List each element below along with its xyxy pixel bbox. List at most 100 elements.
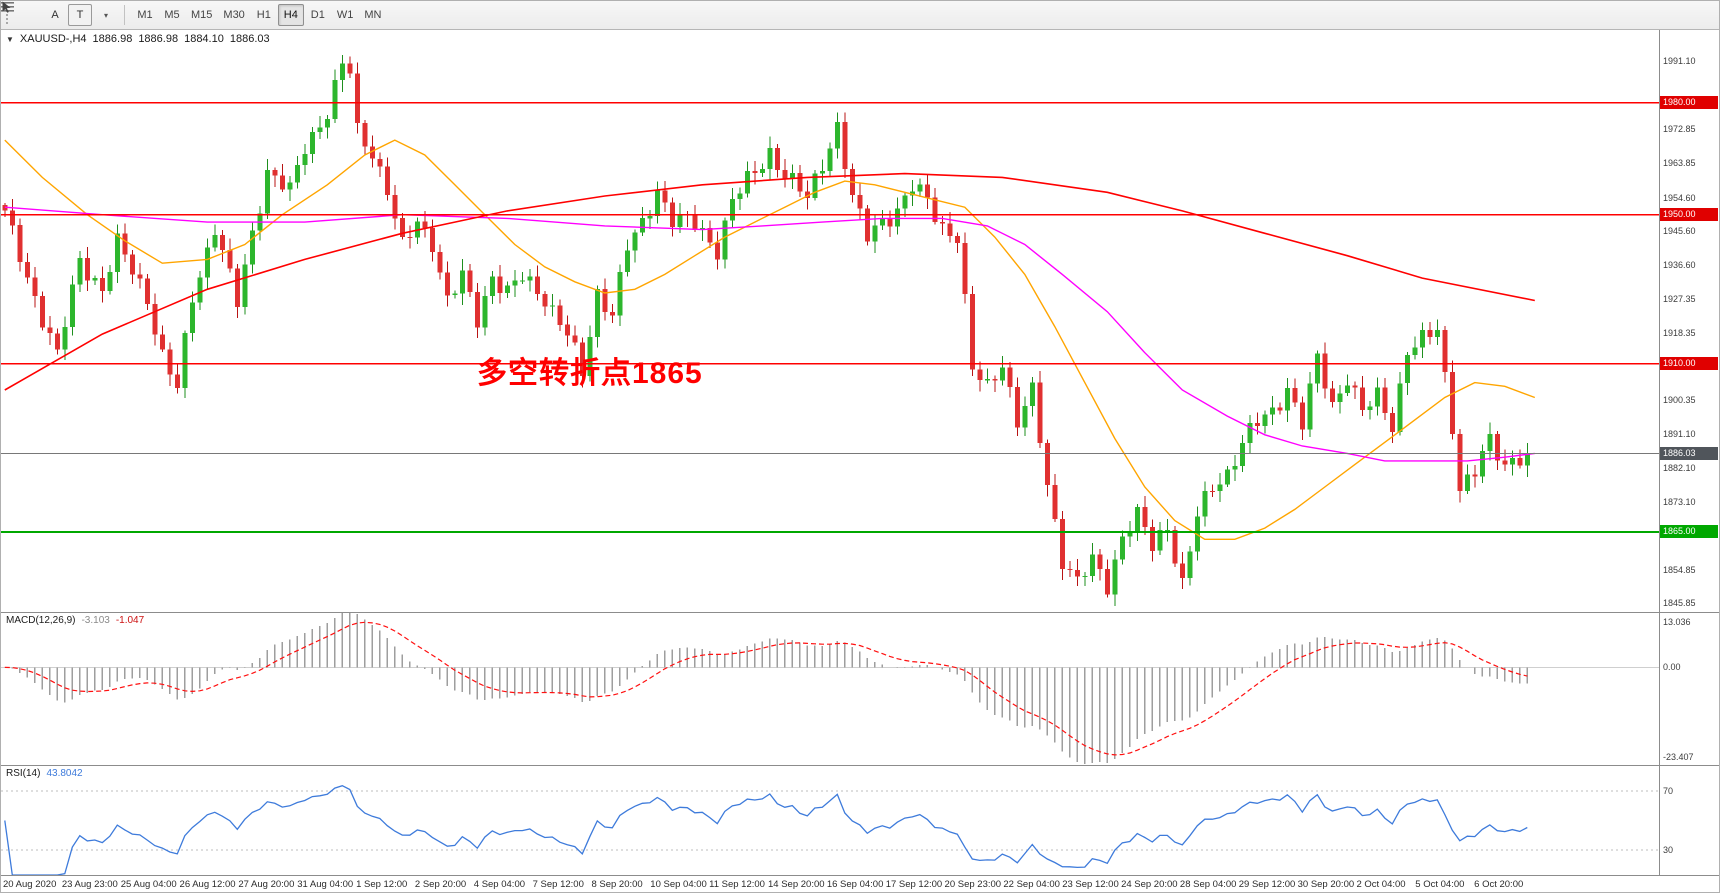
ohlc-low: 1884.10 — [184, 33, 224, 45]
time-axis-label: 26 Aug 12:00 — [179, 879, 236, 890]
rsi-row: RSI(14) 43.8042 70 30 — [1, 766, 1719, 876]
price-scale-label: 1918.35 — [1663, 327, 1696, 338]
time-axis-label: 5 Oct 04:00 — [1415, 879, 1465, 890]
price-scale-label: 1900.35 — [1663, 394, 1696, 405]
time-axis-label: 11 Sep 12:00 — [709, 879, 765, 890]
price-badge-1950-00[interactable]: 1950.00 — [1660, 208, 1718, 222]
macd-value-signal: -1.047 — [115, 615, 145, 626]
time-axis-label: 20 Sep 23:00 — [944, 879, 1002, 890]
price-scale-label: 1927.35 — [1663, 294, 1696, 305]
macd-value-main: -3.103 — [81, 615, 110, 626]
macd-scale: 13.036 0.00 -23.407 — [1659, 613, 1719, 765]
time-axis-label: 30 Sep 20:00 — [1297, 879, 1355, 890]
main-chart[interactable]: ▼ XAUUSD-,H4 1886.98 1886.98 1884.10 188… — [1, 30, 1659, 612]
ohlc-close: 1886.03 — [229, 33, 270, 45]
ma-mid-magenta — [4, 206, 1535, 462]
timeframe-button-h1[interactable]: H1 — [251, 4, 277, 26]
time-axis-label: 14 Sep 20:00 — [768, 879, 825, 890]
indicators-list-icon[interactable] — [1, 2, 42, 26]
ma-slow-red — [4, 172, 1535, 391]
time-axis-label: 24 Sep 20:00 — [1121, 879, 1178, 890]
macd-name: MACD(12,26,9) — [6, 615, 76, 626]
macd-panel[interactable]: MACD(12,26,9) -3.103 -1.047 — [1, 613, 1659, 765]
price-scale-label: 1954.60 — [1663, 192, 1696, 203]
price-badge-1886-03[interactable]: 1886.03 — [1660, 446, 1718, 460]
price-scale-label: 1882.10 — [1663, 462, 1696, 473]
price-badge-1865-00[interactable]: 1865.00 — [1660, 525, 1718, 539]
rsi-name: RSI(14) — [6, 768, 41, 779]
rsi-scale-label: 30 — [1663, 844, 1674, 855]
text-tool-button[interactable]: A — [43, 4, 67, 26]
chevron-down-icon: ▾ — [103, 10, 108, 20]
timeframe-button-m30[interactable]: M30 — [218, 4, 249, 26]
price-scale-label: 1972.85 — [1663, 124, 1696, 135]
rsi-scale-label: 70 — [1663, 786, 1674, 797]
toolbar-separator — [124, 5, 125, 25]
time-axis-label: 22 Sep 04:00 — [1003, 879, 1060, 890]
price-badge-1980-00[interactable]: 1980.00 — [1660, 96, 1718, 110]
horizontal-price-lines[interactable] — [1, 102, 1659, 533]
time-axis-label: 23 Aug 23:00 — [61, 879, 118, 890]
cursor-arrow-icon — [2, 1, 11, 13]
price-scale-label: 1945.60 — [1663, 226, 1696, 237]
price-scale-label: 1891.10 — [1663, 429, 1696, 440]
time-axis-label: 27 Aug 20:00 — [238, 879, 295, 890]
rsi-value: 43.8042 — [46, 768, 83, 779]
symbol-label: XAUUSD-,H4 — [19, 33, 87, 45]
price-badge-1910-00[interactable]: 1910.00 — [1660, 357, 1718, 371]
timeframe-button-m1[interactable]: M1 — [132, 4, 158, 26]
time-axis-label: 17 Sep 12:00 — [885, 879, 943, 890]
timeframe-toolbar: M1 M5 M15 M30 H1 H4 D1 W1 MN — [132, 4, 386, 26]
timeframe-button-w1[interactable]: W1 — [332, 4, 359, 26]
price-scale-label: 1845.85 — [1663, 598, 1696, 609]
time-axis-label: 29 Sep 12:00 — [1238, 879, 1296, 890]
macd-signal-line — [4, 621, 1528, 756]
rsi-panel[interactable]: RSI(14) 43.8042 — [1, 766, 1659, 875]
annotation-text[interactable]: 多空转折点1865 — [477, 357, 703, 390]
macd-label: MACD(12,26,9) -3.103 -1.047 — [6, 615, 144, 626]
price-scale[interactable]: 1991.10 1972.85 1963.85 1954.60 1945.60 1936.… — [1659, 30, 1719, 612]
rsi-scale: 70 30 — [1659, 766, 1719, 875]
chart-symbol-ohlc: ▼ XAUUSD-,H4 1886.98 1886.98 1884.10 188… — [6, 33, 270, 45]
macd-scale-label: 13.036 — [1663, 617, 1691, 627]
timeframe-button-m15[interactable]: M15 — [186, 4, 217, 26]
time-axis[interactable]: 20 Aug 2020 23 Aug 23:00 25 Aug 04:00 26 Au… — [1, 876, 1719, 892]
macd-scale-label: 0.00 — [1663, 662, 1681, 673]
cursor-tool-button[interactable]: ▾ — [2, 1, 117, 26]
timeframe-button-mn[interactable]: MN — [359, 4, 386, 26]
time-axis-label: 2 Oct 04:00 — [1356, 879, 1406, 890]
price-scale-label: 1873.10 — [1663, 496, 1696, 507]
symbol-dropdown-icon[interactable]: ▼ — [6, 34, 14, 44]
main-chart-row: ▼ XAUUSD-,H4 1886.98 1886.98 1884.10 188… — [1, 30, 1719, 613]
time-axis-label: 1 Sep 12:00 — [356, 879, 408, 890]
chart-area: ▼ XAUUSD-,H4 1886.98 1886.98 1884.10 188… — [1, 30, 1719, 892]
label-tool-button[interactable]: T — [68, 4, 92, 26]
candlestick-series — [2, 55, 1530, 607]
timeframe-button-d1[interactable]: D1 — [305, 4, 331, 26]
time-axis-label: 16 Sep 04:00 — [826, 879, 884, 890]
rsi-label: RSI(14) 43.8042 — [6, 768, 83, 779]
ohlc-high: 1886.98 — [138, 33, 179, 45]
time-axis-label: 6 Oct 20:00 — [1474, 879, 1524, 890]
time-axis-label: 4 Sep 04:00 — [473, 879, 526, 890]
time-axis-label: 25 Aug 04:00 — [120, 879, 177, 890]
macd-scale-label: -23.407 — [1663, 752, 1694, 762]
time-axis-label: 2 Sep 20:00 — [414, 879, 467, 890]
time-axis-label: 23 Sep 12:00 — [1062, 879, 1119, 890]
ma-fast-orange — [4, 139, 1536, 540]
toolbar: A T ▾ M1 M5 M15 M30 H1 H4 D1 W1 MN — [1, 1, 1719, 30]
macd-histogram — [11, 613, 1528, 765]
price-scale-label: 1936.60 — [1663, 259, 1696, 270]
time-axis-label: 8 Sep 20:00 — [591, 879, 643, 890]
toolbar-grip[interactable] — [6, 6, 12, 24]
timeframe-button-m5[interactable]: M5 — [159, 4, 185, 26]
time-axis-label: 7 Sep 12:00 — [532, 879, 584, 890]
ohlc-open: 1886.98 — [92, 33, 133, 45]
price-scale-label: 1963.85 — [1663, 158, 1696, 168]
macd-row: MACD(12,26,9) -3.103 -1.047 13.036 0.00 -2… — [1, 613, 1719, 766]
time-axis-label: 31 Aug 04:00 — [297, 879, 354, 890]
timeframe-button-h4[interactable]: H4 — [277, 4, 304, 26]
rsi-line — [4, 784, 1528, 875]
price-scale-label: 1991.10 — [1663, 56, 1696, 67]
